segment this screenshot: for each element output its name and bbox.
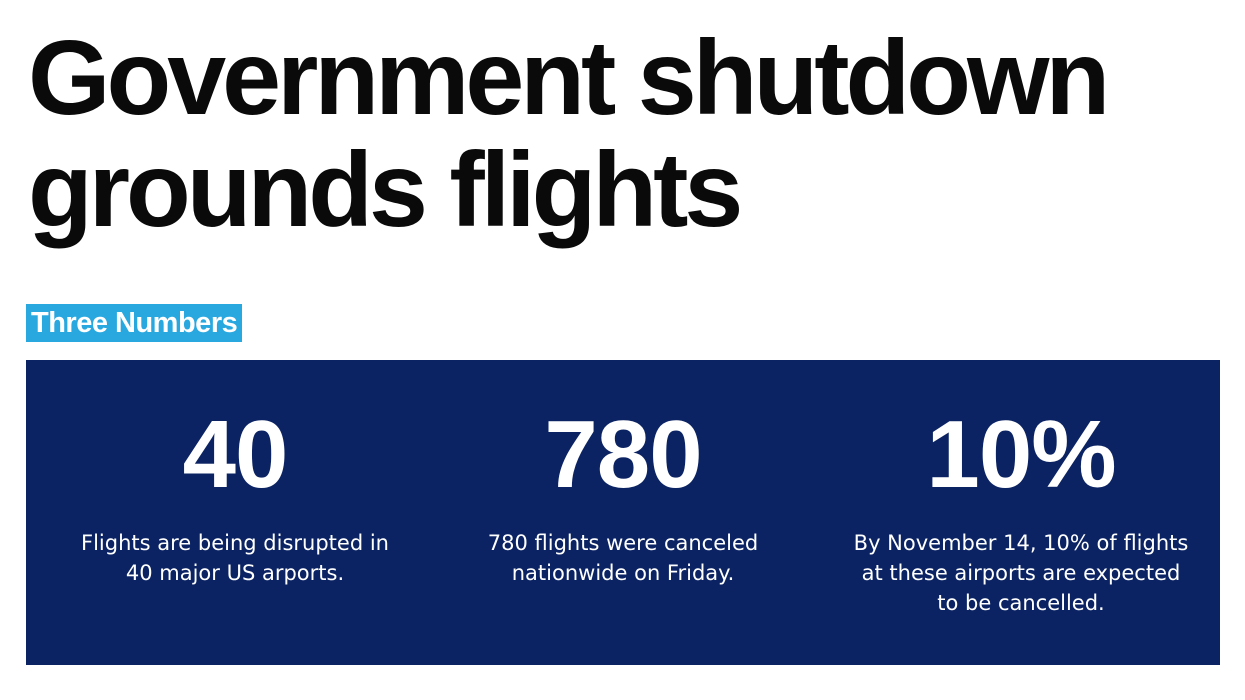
headline-line-1: Government shutdown: [28, 19, 1110, 137]
stats-panel: 40 Flights are being disrupted in 40 maj…: [26, 360, 1220, 665]
stat-description: Flights are being disrupted in 40 major …: [81, 531, 389, 585]
stat-value: 780: [544, 401, 702, 508]
section-tag: Three Numbers: [26, 304, 243, 342]
stat-card-percentage: 10% By November 14, 10% of flights at th…: [822, 360, 1220, 665]
stat-value: 10%: [926, 401, 1116, 508]
headline-line-2: grounds flights: [28, 131, 743, 249]
stat-value: 40: [182, 401, 289, 508]
stat-description: 780 flights were canceled nationwide on …: [487, 531, 759, 585]
stat-card-airports: 40 Flights are being disrupted in 40 maj…: [36, 360, 434, 665]
stat-card-cancellations: 780 780 flights were canceled nationwide…: [424, 360, 822, 665]
page-title: Government shutdown grounds flights: [28, 22, 1228, 246]
stat-description: By November 14, 10% of flights at these …: [853, 531, 1189, 615]
